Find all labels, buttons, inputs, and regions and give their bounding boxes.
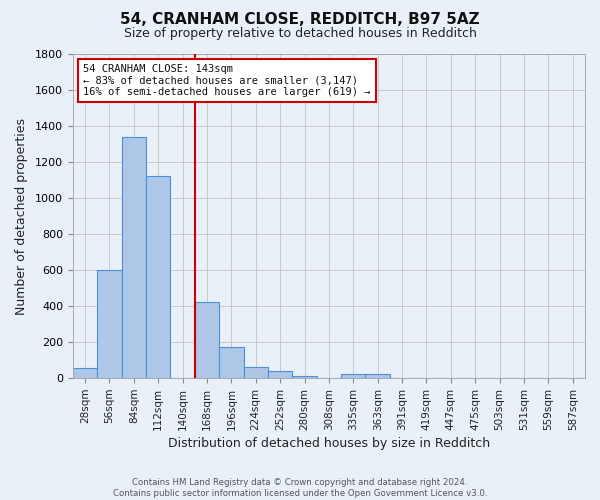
Text: 54 CRANHAM CLOSE: 143sqm
← 83% of detached houses are smaller (3,147)
16% of sem: 54 CRANHAM CLOSE: 143sqm ← 83% of detach… [83, 64, 371, 97]
Y-axis label: Number of detached properties: Number of detached properties [15, 118, 28, 314]
Bar [341, 374, 365, 378]
Text: 54, CRANHAM CLOSE, REDDITCH, B97 5AZ: 54, CRANHAM CLOSE, REDDITCH, B97 5AZ [120, 12, 480, 28]
Text: Size of property relative to detached houses in Redditch: Size of property relative to detached ho… [124, 28, 476, 40]
Bar [146, 176, 170, 378]
Bar [97, 270, 122, 378]
Bar [73, 368, 97, 378]
Bar [244, 368, 268, 378]
Bar [195, 302, 219, 378]
Bar [122, 137, 146, 378]
X-axis label: Distribution of detached houses by size in Redditch: Distribution of detached houses by size … [168, 437, 490, 450]
Bar [365, 374, 390, 378]
Bar [292, 376, 317, 378]
Text: Contains HM Land Registry data © Crown copyright and database right 2024.
Contai: Contains HM Land Registry data © Crown c… [113, 478, 487, 498]
Bar [268, 372, 292, 378]
Bar [219, 347, 244, 378]
